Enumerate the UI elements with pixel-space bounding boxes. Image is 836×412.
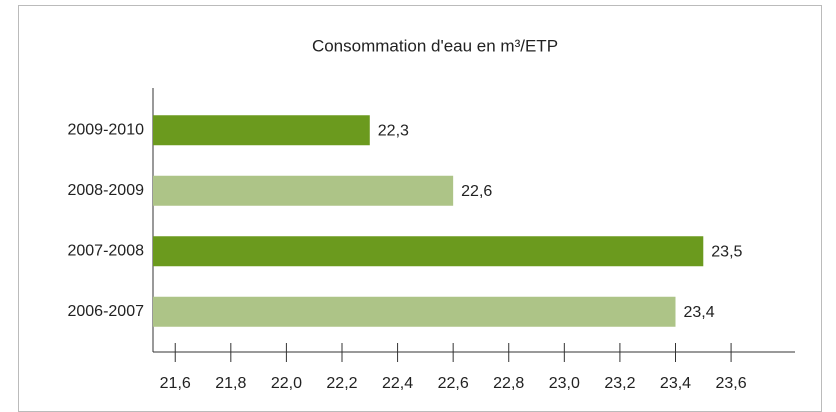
x-tick-label: 23,6 bbox=[716, 375, 747, 392]
x-tick-label: 22,0 bbox=[271, 375, 302, 392]
value-label: 22,3 bbox=[378, 122, 409, 139]
bar bbox=[153, 115, 370, 146]
x-tick-label: 22,2 bbox=[326, 375, 357, 392]
x-tick-label: 22,6 bbox=[438, 375, 469, 392]
value-label: 23,5 bbox=[711, 243, 742, 260]
x-tick-label: 23,4 bbox=[660, 375, 691, 392]
x-tick-label: 23,0 bbox=[549, 375, 580, 392]
y-tick-label: 2009-2010 bbox=[67, 121, 144, 138]
bar bbox=[153, 296, 676, 327]
value-label: 22,6 bbox=[461, 183, 492, 200]
x-tick-label: 21,8 bbox=[215, 375, 246, 392]
chart-title: Consommation d'eau en m³/ETP bbox=[312, 36, 558, 55]
bar bbox=[153, 175, 454, 206]
y-tick-label: 2006-2007 bbox=[67, 303, 144, 320]
bar bbox=[153, 236, 704, 267]
frame bbox=[18, 5, 822, 412]
x-tick-label: 22,8 bbox=[493, 375, 524, 392]
x-tick-label: 21,6 bbox=[160, 375, 191, 392]
x-tick-label: 23,2 bbox=[604, 375, 635, 392]
y-tick-label: 2007-2008 bbox=[67, 242, 144, 259]
y-tick-label: 2008-2009 bbox=[67, 182, 144, 199]
x-tick-label: 22,4 bbox=[382, 375, 413, 392]
value-label: 23,4 bbox=[683, 304, 714, 321]
